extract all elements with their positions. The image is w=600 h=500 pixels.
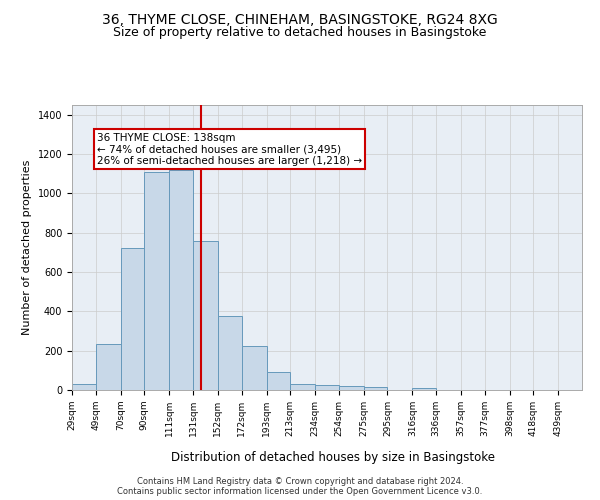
Text: 36 THYME CLOSE: 138sqm
← 74% of detached houses are smaller (3,495)
26% of semi-: 36 THYME CLOSE: 138sqm ← 74% of detached… xyxy=(97,132,362,166)
Bar xyxy=(72,384,96,390)
Text: 36, THYME CLOSE, CHINEHAM, BASINGSTOKE, RG24 8XG: 36, THYME CLOSE, CHINEHAM, BASINGSTOKE, … xyxy=(102,12,498,26)
Bar xyxy=(315,385,339,390)
Text: Distribution of detached houses by size in Basingstoke: Distribution of detached houses by size … xyxy=(171,451,495,464)
Y-axis label: Number of detached properties: Number of detached properties xyxy=(22,160,32,335)
Bar xyxy=(412,388,436,390)
Bar xyxy=(290,384,315,390)
Bar xyxy=(242,346,266,390)
Text: Size of property relative to detached houses in Basingstoke: Size of property relative to detached ho… xyxy=(113,26,487,39)
Bar xyxy=(339,386,364,390)
Text: Contains HM Land Registry data © Crown copyright and database right 2024.: Contains HM Land Registry data © Crown c… xyxy=(137,476,463,486)
Bar xyxy=(364,387,388,390)
Bar xyxy=(169,170,193,390)
Bar xyxy=(121,248,145,390)
Bar xyxy=(266,372,290,390)
Text: Contains public sector information licensed under the Open Government Licence v3: Contains public sector information licen… xyxy=(118,486,482,496)
Bar xyxy=(145,172,169,390)
Bar xyxy=(218,316,242,390)
Bar xyxy=(193,240,218,390)
Bar xyxy=(96,344,121,390)
